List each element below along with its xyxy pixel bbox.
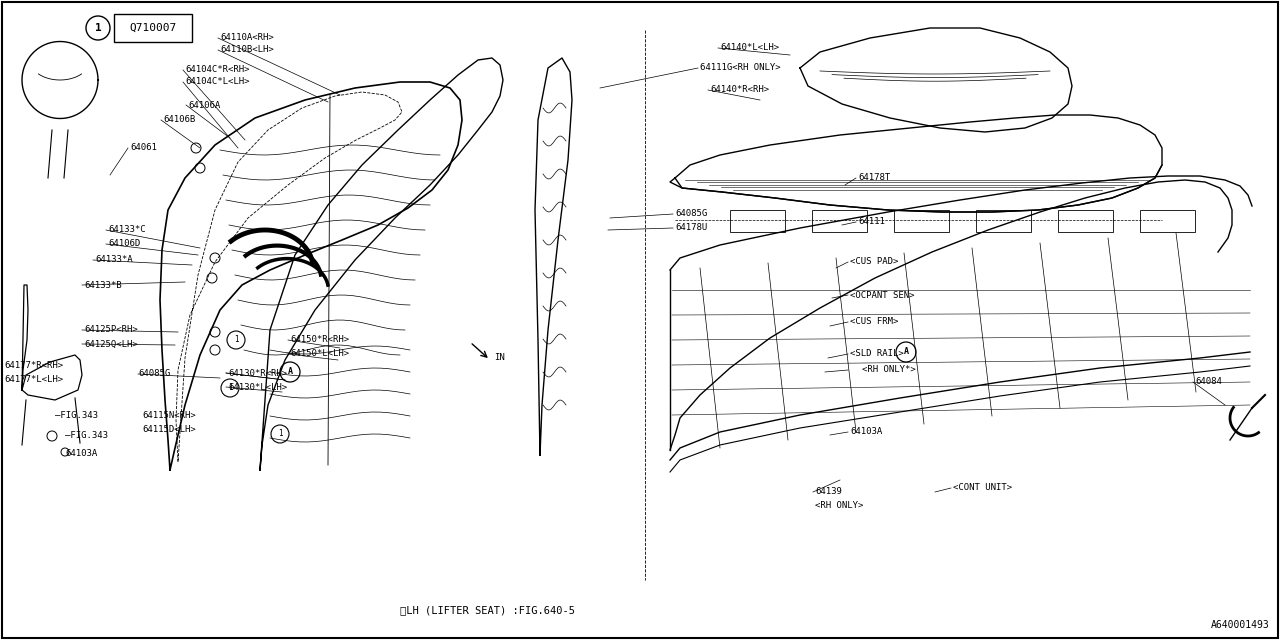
Text: 1: 1 xyxy=(95,23,101,33)
Text: 64084: 64084 xyxy=(1196,378,1222,387)
Text: 64178T: 64178T xyxy=(858,173,891,182)
Text: 64106A: 64106A xyxy=(188,100,220,109)
Text: 64125Q<LH>: 64125Q<LH> xyxy=(84,339,138,349)
Text: <SLD RAIL>: <SLD RAIL> xyxy=(850,349,904,358)
Text: 64133*C: 64133*C xyxy=(108,225,146,234)
Text: A: A xyxy=(288,367,293,376)
Text: 64130*L<LH>: 64130*L<LH> xyxy=(228,383,287,392)
Text: 64150*L<LH>: 64150*L<LH> xyxy=(291,349,349,358)
Bar xyxy=(114,14,192,42)
Bar xyxy=(1059,210,1114,232)
Text: —FIG.343: —FIG.343 xyxy=(65,431,108,440)
Text: 64111G<RH ONLY>: 64111G<RH ONLY> xyxy=(700,63,781,72)
Text: <OCPANT SEN>: <OCPANT SEN> xyxy=(850,291,914,300)
Text: 64133*A: 64133*A xyxy=(95,255,133,264)
Text: 64177*R<RH>: 64177*R<RH> xyxy=(4,360,63,369)
Bar xyxy=(1140,210,1196,232)
Text: 64140*R<RH>: 64140*R<RH> xyxy=(710,86,769,95)
Text: 64103A: 64103A xyxy=(65,449,97,458)
Text: 64061: 64061 xyxy=(131,143,157,152)
Text: 64150*R<RH>: 64150*R<RH> xyxy=(291,335,349,344)
Text: <RH ONLY*>: <RH ONLY*> xyxy=(861,365,915,374)
Text: 64178U: 64178U xyxy=(675,223,708,232)
Text: Q710007: Q710007 xyxy=(129,23,177,33)
Text: 64103A: 64103A xyxy=(850,428,882,436)
Text: 64106B: 64106B xyxy=(163,115,196,125)
Text: <CUS PAD>: <CUS PAD> xyxy=(850,257,899,266)
Text: 1: 1 xyxy=(278,429,283,438)
Text: 1: 1 xyxy=(228,383,232,392)
Bar xyxy=(893,210,948,232)
Bar xyxy=(730,210,785,232)
Text: 64106D: 64106D xyxy=(108,239,141,248)
Text: 64110B<LH>: 64110B<LH> xyxy=(220,45,274,54)
Text: 64085G: 64085G xyxy=(675,209,708,218)
Text: 64133*B: 64133*B xyxy=(84,280,122,289)
Text: IN: IN xyxy=(494,353,504,362)
Text: 64125P<RH>: 64125P<RH> xyxy=(84,326,138,335)
Text: 64104C*R<RH>: 64104C*R<RH> xyxy=(186,65,250,74)
Text: <RH ONLY>: <RH ONLY> xyxy=(815,502,864,511)
Text: 64110A<RH>: 64110A<RH> xyxy=(220,33,274,42)
Text: —FIG.343: —FIG.343 xyxy=(55,410,99,419)
Text: 1: 1 xyxy=(234,335,238,344)
Bar xyxy=(812,210,867,232)
Text: A640001493: A640001493 xyxy=(1211,620,1270,630)
Text: 64177*L<LH>: 64177*L<LH> xyxy=(4,374,63,383)
Text: 64115N<RH>: 64115N<RH> xyxy=(142,410,196,419)
Text: 64130*R<RH>: 64130*R<RH> xyxy=(228,369,287,378)
Text: 64139: 64139 xyxy=(815,488,842,497)
Text: 64140*L<LH>: 64140*L<LH> xyxy=(719,44,780,52)
Text: 64104C*L<LH>: 64104C*L<LH> xyxy=(186,77,250,86)
Text: 64085G: 64085G xyxy=(138,369,170,378)
Text: 64115D<LH>: 64115D<LH> xyxy=(142,426,196,435)
Text: <CONT UNIT>: <CONT UNIT> xyxy=(954,483,1012,493)
Text: 64111: 64111 xyxy=(858,218,884,227)
Text: <CUS FRM>: <CUS FRM> xyxy=(850,317,899,326)
Bar xyxy=(977,210,1030,232)
Text: A: A xyxy=(904,348,909,356)
Text: ※LH (LIFTER SEAT) :FIG.640-5: ※LH (LIFTER SEAT) :FIG.640-5 xyxy=(399,605,575,615)
